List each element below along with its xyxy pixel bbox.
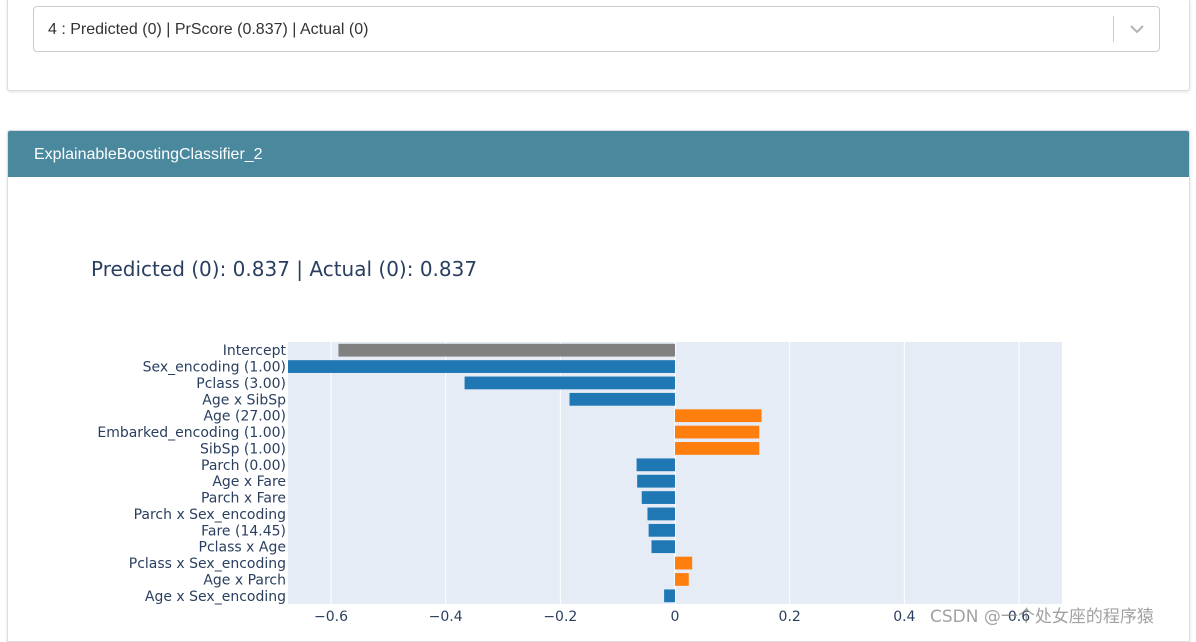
bar [288, 360, 675, 373]
bar [675, 442, 760, 455]
x-tick-label: 0 [671, 609, 680, 625]
category-label: Parch x Sex_encoding [134, 507, 286, 523]
bar [664, 589, 675, 603]
record-select-value: 4 : Predicted (0) | PrScore (0.837) | Ac… [48, 21, 369, 38]
category-label: Age x SibSp [202, 392, 286, 408]
category-label: Intercept [223, 343, 287, 359]
plot-title: Predicted (0): 0.837 | Actual (0): 0.837 [91, 257, 478, 281]
category-label: Pclass x Age [199, 540, 286, 556]
x-tick-label: 0.2 [779, 609, 801, 625]
category-label: Fare (14.45) [201, 523, 286, 539]
category-label: Age x Sex_encoding [145, 589, 286, 605]
bar [675, 573, 689, 586]
explanation-card: ExplainableBoostingClassifier_2 Predicte… [7, 130, 1190, 642]
local-explanation-chart: −0.6 −0.4 −0.2 0 0.2 0.4 0.6 InterceptSex_encod… [97, 342, 1062, 625]
category-label: Sex_encoding (1.00) [143, 360, 286, 376]
selector-card: 4 : Predicted (0) | PrScore (0.837) | Ac… [7, 0, 1190, 91]
watermark: CSDN @一个处女座的程序猿 [930, 607, 1154, 627]
category-label: Pclass (3.00) [196, 376, 286, 392]
select-separator [1113, 16, 1114, 42]
bar [651, 540, 675, 554]
card-header: ExplainableBoostingClassifier_2 [8, 131, 1189, 177]
x-tick-label: 0.4 [893, 609, 915, 625]
bar [675, 425, 760, 439]
bar [637, 474, 675, 488]
category-label: Parch x Fare [201, 491, 286, 507]
bar [648, 523, 675, 537]
category-label: SibSp (1.00) [200, 441, 286, 457]
chevron-down-icon[interactable] [1128, 20, 1146, 38]
x-tick-label: −0.2 [543, 609, 577, 625]
category-label: Parch (0.00) [201, 458, 286, 474]
card-title: ExplainableBoostingClassifier_2 [34, 146, 263, 163]
bar [464, 376, 675, 390]
bar [675, 409, 762, 423]
bar [675, 556, 693, 570]
bar [636, 458, 675, 472]
category-label: Age (27.00) [203, 409, 286, 425]
x-tick-label: 0.6 [1008, 609, 1030, 625]
record-select[interactable]: 4 : Predicted (0) | PrScore (0.837) | Ac… [33, 6, 1160, 52]
category-label: Age x Parch [203, 572, 286, 588]
bar [647, 507, 675, 521]
x-tick-label: −0.4 [429, 609, 463, 625]
bar [338, 343, 675, 357]
category-label: Age x Fare [212, 474, 286, 490]
category-label: Embarked_encoding (1.00) [97, 425, 286, 441]
bar [641, 491, 675, 504]
x-tick-label: −0.6 [314, 609, 348, 625]
category-label: Pclass x Sex_encoding [129, 556, 286, 572]
bar [569, 392, 675, 406]
